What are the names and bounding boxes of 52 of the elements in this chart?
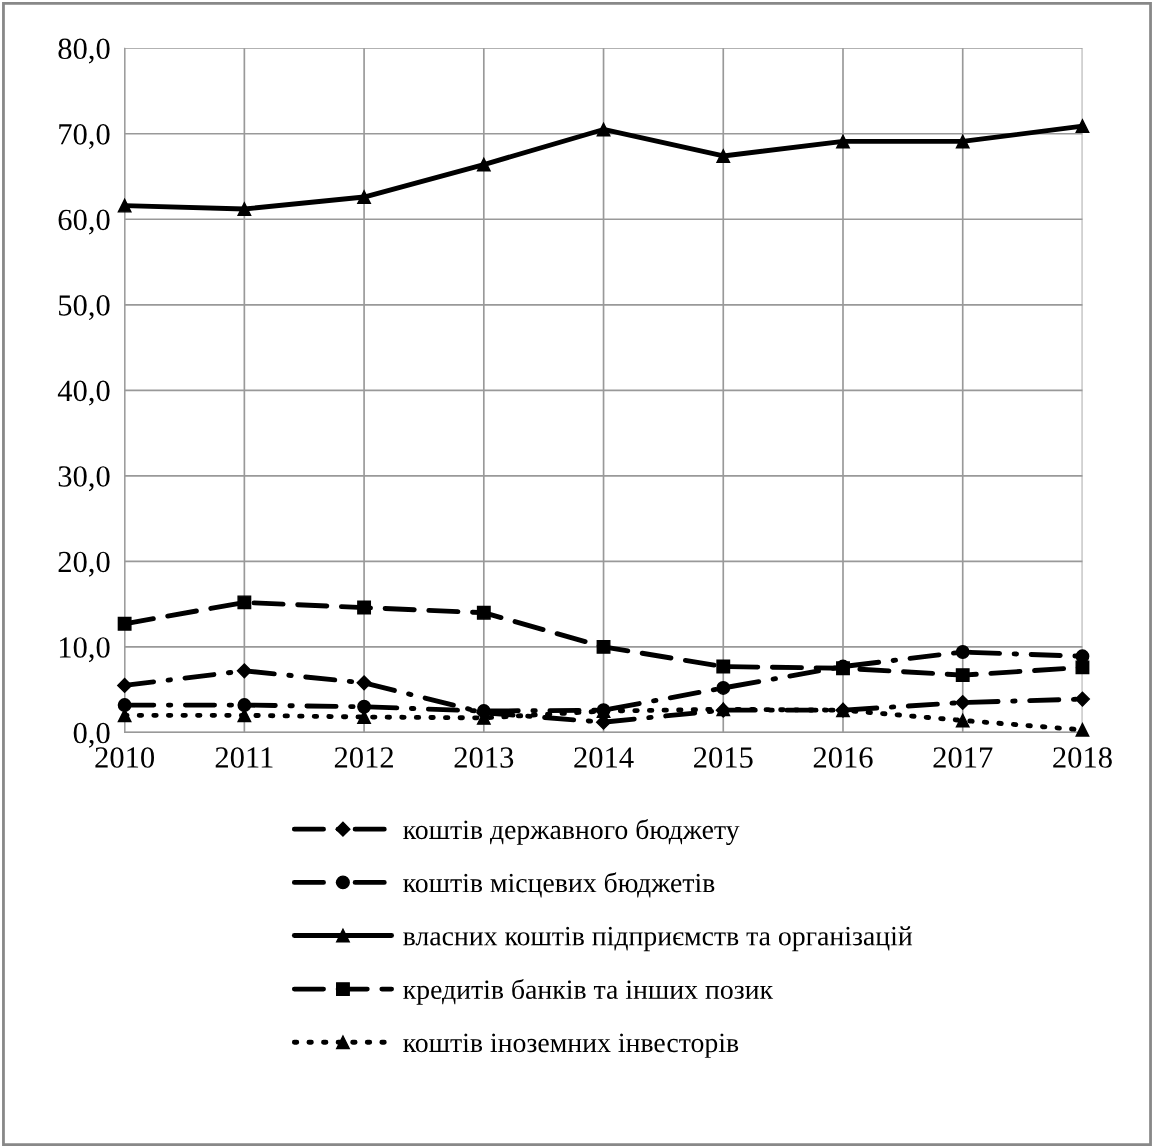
y-tick-label: 50,0 <box>59 295 110 321</box>
point <box>356 675 372 691</box>
x-tick-label: 2013 <box>454 747 514 768</box>
y-tick-label: 30,0 <box>58 466 110 492</box>
x-tick-label: 2014 <box>574 747 634 768</box>
point <box>117 616 132 631</box>
point <box>1075 119 1090 133</box>
y-tick-label: 20,0 <box>58 551 110 577</box>
y-tick-label: 10,0 <box>59 637 110 663</box>
point <box>357 600 372 615</box>
legend-label: коштів державного бюджету <box>403 819 740 845</box>
y-tick-label: 80,0 <box>58 38 110 64</box>
point <box>716 659 731 674</box>
x-tick-label: 2016 <box>813 747 873 768</box>
point <box>1075 722 1090 737</box>
point <box>476 605 491 620</box>
point <box>237 698 252 713</box>
x-tick-label: 2015 <box>694 747 753 768</box>
point <box>955 713 970 728</box>
point <box>1074 691 1091 707</box>
x-tick-label: 2012 <box>334 747 393 768</box>
point <box>357 190 372 204</box>
point <box>596 122 611 137</box>
point <box>476 157 491 172</box>
x-tick-label: 2018 <box>1053 747 1112 768</box>
legend-label: коштів іноземних інвесторів <box>403 1033 739 1058</box>
point <box>117 198 132 213</box>
legend-label: коштів місцевих бюджетів <box>403 872 715 898</box>
point <box>716 149 731 163</box>
y-tick-label: 70,0 <box>59 124 110 150</box>
legend-label: власних коштів підприємств та організацій <box>403 926 913 952</box>
point <box>955 134 970 149</box>
point <box>955 645 970 659</box>
point <box>955 694 971 711</box>
x-tick-label: 2017 <box>933 747 993 768</box>
point <box>1075 660 1090 675</box>
legend-label: кредитів банків та інших позик <box>403 978 774 1005</box>
x-tick-label: 2011 <box>215 747 273 768</box>
point <box>117 677 133 693</box>
point <box>955 668 970 683</box>
point <box>237 595 252 610</box>
point <box>236 663 252 679</box>
y-tick-label: 40,0 <box>57 380 110 406</box>
x-tick-label: 2010 <box>95 747 155 768</box>
point <box>117 698 132 713</box>
point <box>716 681 731 695</box>
y-tick-label: 60,0 <box>58 209 110 235</box>
point <box>357 699 372 714</box>
y-tick-label: 0,0 <box>73 722 110 748</box>
point <box>596 639 611 654</box>
point <box>237 202 252 216</box>
point <box>836 134 850 149</box>
